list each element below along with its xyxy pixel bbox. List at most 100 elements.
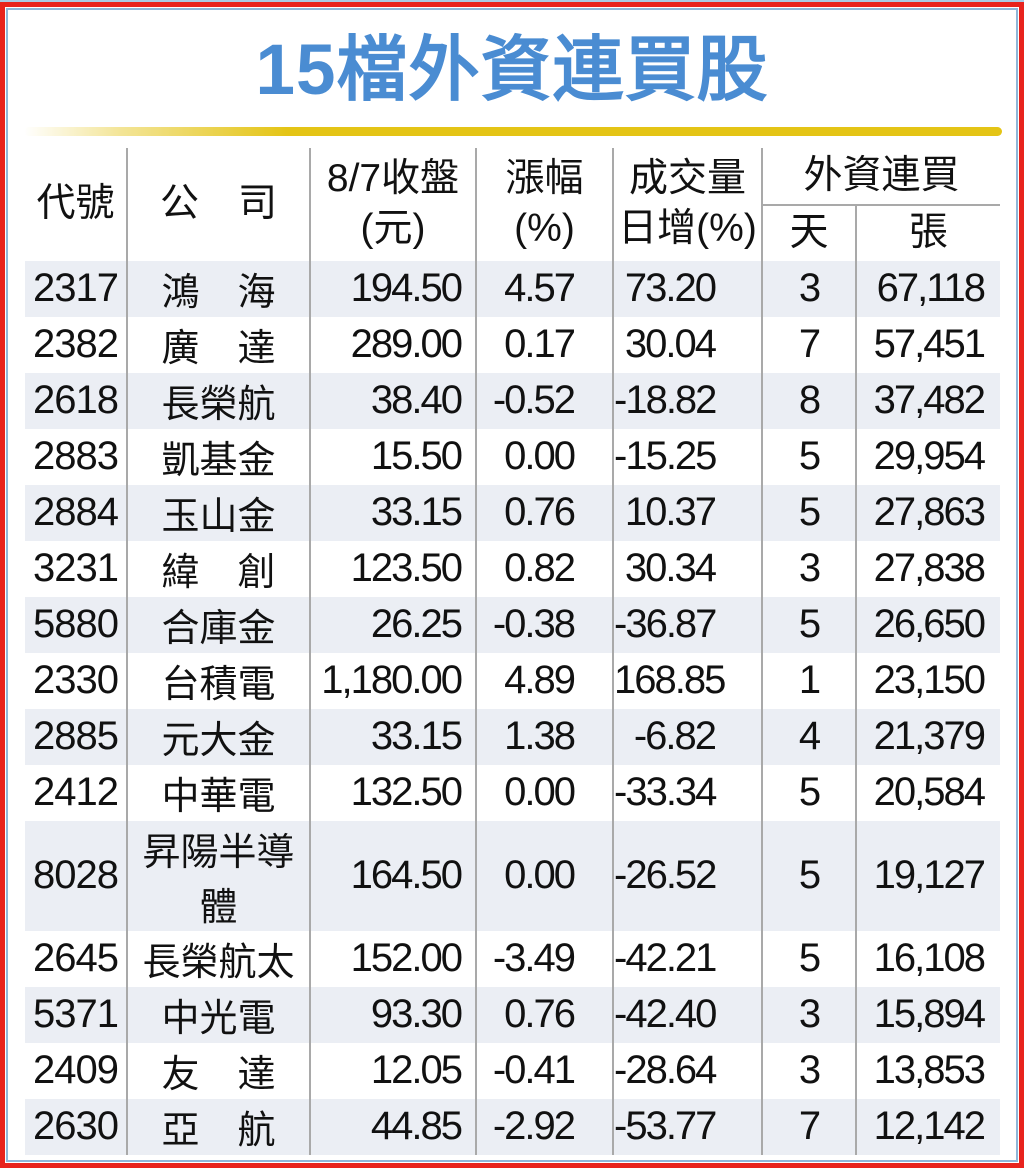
stock-code: 2409	[33, 1048, 119, 1093]
company-name: 中華電	[126, 764, 310, 821]
stock-code: 2317	[33, 266, 119, 311]
change-percent: 1.38	[475, 708, 613, 765]
close-price: 26.25	[309, 596, 476, 653]
buy-lots: 19,127	[854, 820, 1001, 931]
col-header-close: 8/7收盤 (元)	[309, 147, 476, 261]
company-name: 緯 創	[126, 540, 310, 597]
volume-change: 168.85	[612, 652, 762, 709]
close-price: 38.40	[309, 372, 476, 429]
close-price: 132.50	[309, 764, 476, 821]
change-percent: 0.76	[475, 484, 613, 541]
col-header-close-line2: (元)	[360, 207, 426, 251]
buy-days: 4	[761, 708, 856, 765]
buy-lots: 29,954	[854, 428, 1001, 485]
change-percent: -0.41	[475, 1042, 613, 1099]
company-name: 友 達	[126, 1042, 310, 1099]
company-name: 元大金	[126, 708, 310, 765]
table-row: 2382 廣 達 289.00 0.17 30.04 7 57,451	[25, 316, 1001, 373]
close-price: 12.05	[309, 1042, 476, 1099]
company-name: 亞 航	[126, 1098, 310, 1155]
table-row: 2412 中華電 132.50 0.00 -33.34 5 20,584	[25, 764, 1001, 821]
change-percent: 4.57	[475, 260, 613, 317]
stock-code: 3231	[33, 546, 119, 591]
table-row: 2883 凱基金 15.50 0.00 -15.25 5 29,954	[25, 428, 1001, 485]
stock-code: 2618	[33, 378, 119, 423]
stocks-table: 代號 公 司 8/7收盤 (元) 漲幅 (%) 成交量 日增(%) 外資連買	[25, 147, 1001, 1155]
change-percent: 0.00	[475, 820, 613, 931]
close-price: 33.15	[309, 484, 476, 541]
stock-code: 2382	[33, 322, 119, 367]
stock-code: 5371	[33, 992, 119, 1037]
footer: 資料來源：CMoney 製表：呂淑美	[8, 1155, 1016, 1168]
buy-days: 7	[761, 1098, 856, 1155]
col-header-volume-line1: 成交量	[628, 157, 746, 201]
stock-code: 8028	[33, 853, 119, 898]
col-header-company: 公 司	[126, 147, 310, 261]
volume-change: -42.21	[612, 930, 762, 987]
buy-lots: 13,853	[854, 1042, 1001, 1099]
table-header: 代號 公 司 8/7收盤 (元) 漲幅 (%) 成交量 日增(%) 外資連買	[25, 147, 1001, 261]
volume-change: -26.52	[612, 820, 762, 931]
col-header-volume-line2: 日增(%)	[618, 207, 757, 251]
table-row: 2645 長榮航太 152.00 -3.49 -42.21 5 16,108	[25, 930, 1001, 987]
stock-code: 2885	[33, 714, 119, 759]
volume-change: 30.04	[612, 316, 762, 373]
buy-days: 8	[761, 372, 856, 429]
buy-lots: 27,838	[854, 540, 1001, 597]
change-percent: 0.00	[475, 764, 613, 821]
close-price: 123.50	[309, 540, 476, 597]
volume-change: -28.64	[612, 1042, 762, 1099]
volume-change: -6.82	[612, 708, 762, 765]
volume-change: -36.87	[612, 596, 762, 653]
buy-days: 5	[761, 428, 856, 485]
company-name: 合庫金	[126, 596, 310, 653]
buy-lots: 16,108	[854, 930, 1001, 987]
stock-code: 2630	[33, 1104, 119, 1149]
buy-days: 7	[761, 316, 856, 373]
buy-lots: 57,451	[854, 316, 1001, 373]
title-divider	[24, 126, 1002, 136]
close-price: 93.30	[309, 986, 476, 1043]
company-name: 長榮航	[126, 372, 310, 429]
buy-days: 1	[761, 652, 856, 709]
change-percent: 4.89	[475, 652, 613, 709]
buy-days: 3	[761, 540, 856, 597]
buy-lots: 26,650	[854, 596, 1001, 653]
close-price: 289.00	[309, 316, 476, 373]
volume-change: 30.34	[612, 540, 762, 597]
company-name: 廣 達	[126, 316, 310, 373]
company-name: 玉山金	[126, 484, 310, 541]
volume-change: 10.37	[612, 484, 762, 541]
change-percent: -3.49	[475, 930, 613, 987]
table-row: 2630 亞 航 44.85 -2.92 -53.77 7 12,142	[25, 1098, 1001, 1155]
company-name: 鴻 海	[126, 260, 310, 317]
change-percent: 0.17	[475, 316, 613, 373]
volume-change: -33.34	[612, 764, 762, 821]
close-price: 152.00	[309, 930, 476, 987]
buy-lots: 23,150	[854, 652, 1001, 709]
close-price: 1,180.00	[309, 652, 476, 709]
buy-days: 5	[761, 820, 856, 931]
buy-lots: 15,894	[854, 986, 1001, 1043]
col-header-change: 漲幅 (%)	[475, 147, 613, 261]
company-name: 中光電	[126, 986, 310, 1043]
table-row: 5371 中光電 93.30 0.76 -42.40 3 15,894	[25, 986, 1001, 1043]
stock-code: 2330	[33, 658, 119, 703]
company-name: 長榮航太	[126, 930, 310, 987]
buy-lots: 21,379	[854, 708, 1001, 765]
buy-days: 5	[761, 764, 856, 821]
col-header-days: 天	[761, 204, 856, 261]
close-price: 44.85	[309, 1098, 476, 1155]
change-percent: 0.76	[475, 986, 613, 1043]
table-row: 3231 緯 創 123.50 0.82 30.34 3 27,838	[25, 540, 1001, 597]
company-name: 凱基金	[126, 428, 310, 485]
col-header-close-line1: 8/7收盤	[326, 157, 460, 201]
col-header-lots: 張	[854, 204, 1001, 261]
stock-code: 2884	[33, 490, 119, 535]
col-header-change-line2: (%)	[514, 207, 575, 251]
top-hairline	[0, 0, 1024, 2]
volume-change: -53.77	[612, 1098, 762, 1155]
change-percent: -0.52	[475, 372, 613, 429]
close-price: 33.15	[309, 708, 476, 765]
